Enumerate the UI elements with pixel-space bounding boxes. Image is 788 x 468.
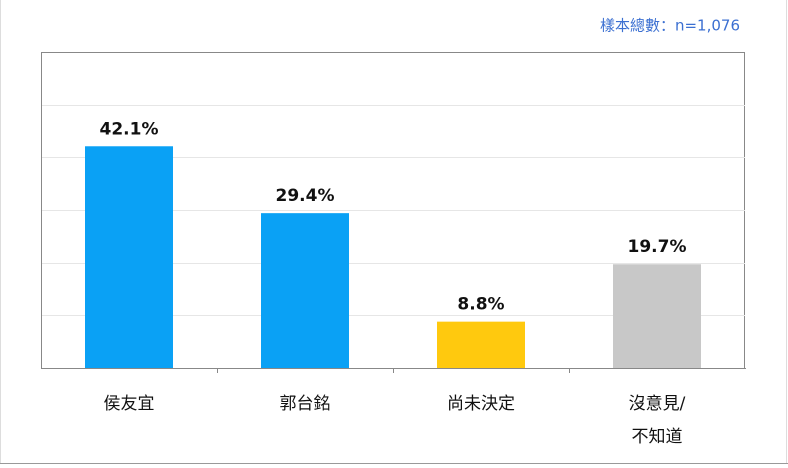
bar	[613, 264, 701, 368]
value-label: 42.1%	[100, 119, 159, 139]
x-tick-label: 郭台銘	[280, 394, 331, 414]
x-tick-label: 尚未決定	[447, 394, 515, 414]
value-label: 29.4%	[276, 186, 335, 206]
value-label: 8.8%	[457, 295, 504, 315]
sample-note: 樣本總數：n=1,076	[600, 17, 740, 35]
bar	[85, 146, 173, 368]
x-tick-label: 侯友宜	[104, 394, 155, 414]
x-tick-label: 不知道	[632, 427, 683, 447]
bar	[437, 321, 525, 368]
x-tick-label: 沒意見/	[629, 394, 686, 414]
value-label: 19.7%	[628, 237, 687, 257]
bar	[261, 213, 349, 368]
